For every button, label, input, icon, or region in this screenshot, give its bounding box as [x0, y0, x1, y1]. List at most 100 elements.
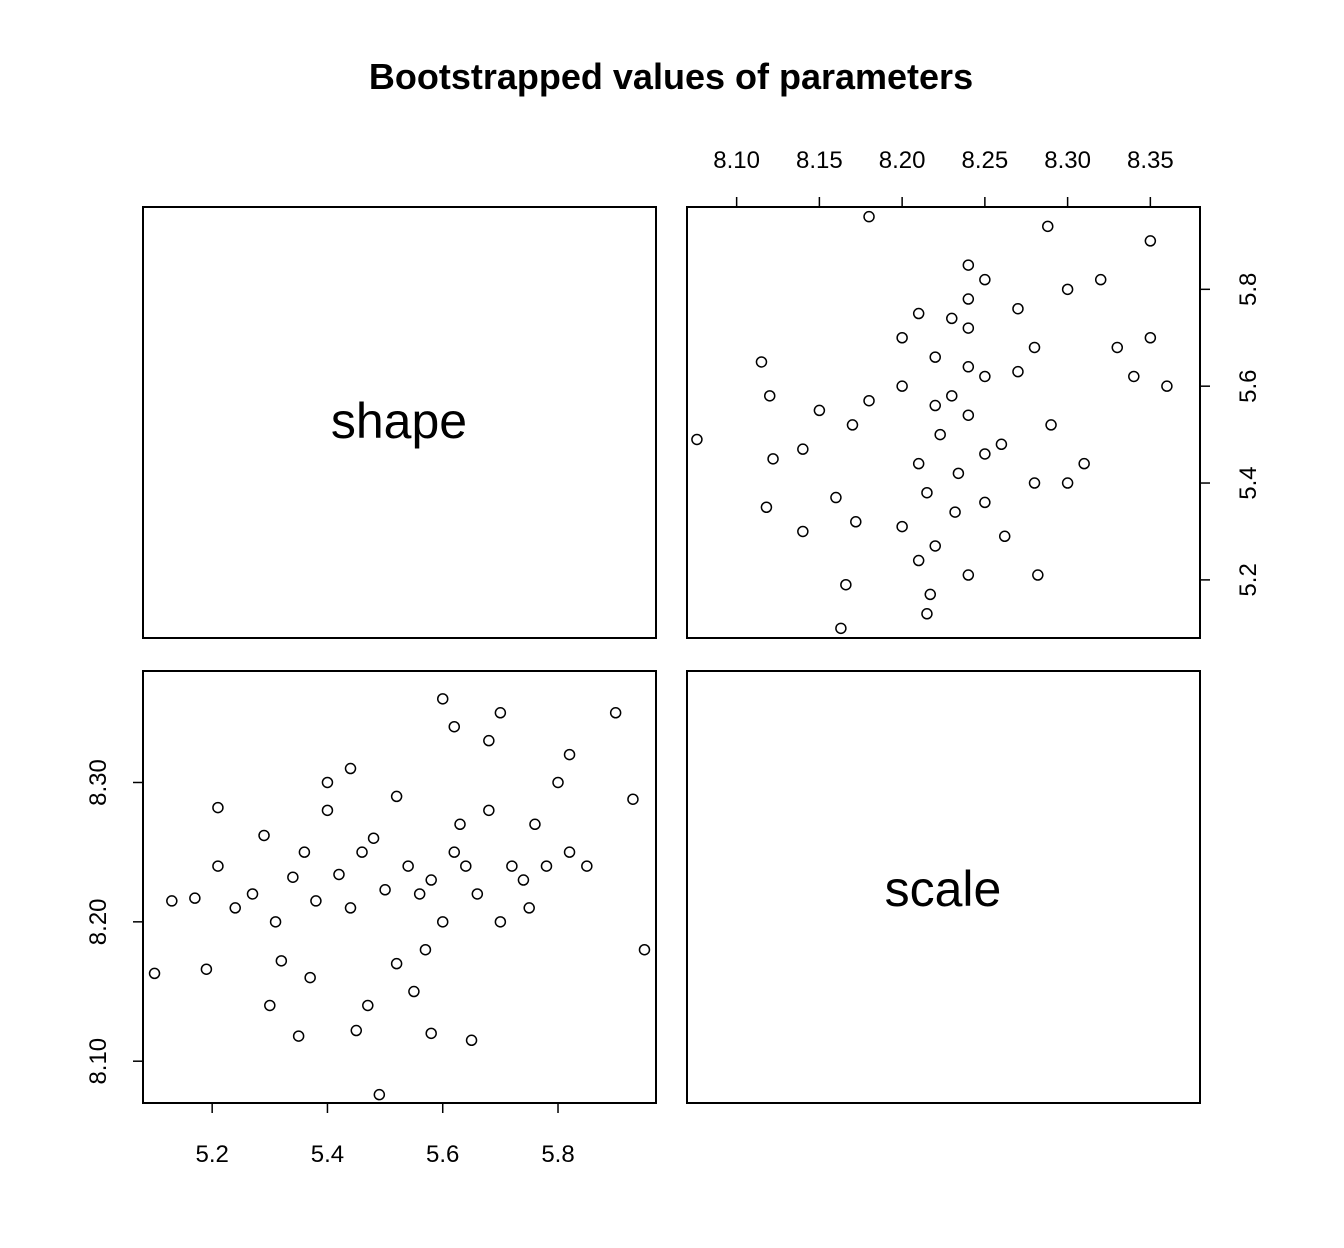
- scatter-point: [896, 332, 908, 344]
- scatter-point: [797, 525, 809, 538]
- panel-top-right: [686, 206, 1201, 639]
- scatter-point: [408, 985, 420, 998]
- scatter-point: [523, 902, 535, 914]
- scatter-point: [356, 846, 368, 858]
- scatter-point: [471, 888, 484, 900]
- scatter-point: [413, 888, 426, 900]
- scatter-point: [390, 957, 403, 970]
- scatter-point: [563, 846, 576, 858]
- right-axis-tick-label: 5.6: [1235, 369, 1262, 402]
- scatter-point: [962, 259, 975, 271]
- scatter-point: [962, 361, 975, 373]
- scatter-point: [1012, 302, 1024, 315]
- scatter-point: [344, 902, 357, 914]
- panel-top-left: [142, 206, 657, 639]
- bottom-axis-tick-label: 5.4: [311, 1141, 344, 1168]
- scatter-point: [212, 860, 224, 872]
- chart-title: Bootstrapped values of parameters: [369, 56, 973, 97]
- scatter-point: [189, 892, 201, 904]
- scatter-point: [609, 707, 622, 719]
- scatter-point: [946, 390, 958, 402]
- scatter-point: [840, 578, 852, 591]
- scatter-point: [921, 608, 933, 620]
- scatter-point: [517, 874, 530, 886]
- scatter-point: [760, 501, 773, 513]
- scatter-point: [148, 967, 161, 980]
- scatter-point: [373, 1088, 386, 1101]
- scatter-point: [448, 846, 461, 858]
- bottom-axis-tick-label: 5.6: [426, 1141, 459, 1168]
- scatter-point: [850, 516, 862, 528]
- scatter-point: [402, 860, 414, 872]
- scatter-point: [998, 530, 1011, 543]
- top-axis-ticks: 8.10 8.15 8.20 8.25 8.30 8.35: [713, 147, 1174, 207]
- scatter-point: [929, 351, 941, 363]
- top-axis-tick-label: 8.35: [1127, 147, 1174, 174]
- scatter-point: [460, 860, 472, 872]
- top-axis-tick-label: 8.20: [879, 147, 926, 174]
- scatter-point: [269, 916, 282, 928]
- scatter-point: [767, 453, 779, 465]
- scatter-point: [246, 888, 259, 900]
- upper-scatter-points: [691, 210, 1173, 635]
- scatter-point: [1042, 220, 1054, 233]
- scatter-point: [379, 884, 391, 896]
- scatter-point: [912, 307, 925, 320]
- left-axis-tick-label: 8.20: [85, 898, 112, 945]
- left-axis-ticks: 8.10 8.20 8.30: [85, 759, 143, 1085]
- scatter-point: [1128, 370, 1140, 383]
- scatter-point: [691, 433, 703, 446]
- scatter-point: [436, 693, 449, 705]
- scatter-point: [1028, 341, 1041, 354]
- right-axis-tick-label: 5.2: [1235, 563, 1262, 596]
- scatter-point: [540, 860, 553, 872]
- scatter-point: [1078, 457, 1090, 470]
- top-axis-tick-label: 8.30: [1044, 147, 1091, 174]
- scatter-point: [763, 390, 776, 402]
- scatter-point: [1144, 332, 1157, 344]
- scatter-point: [979, 448, 991, 460]
- scatter-point: [321, 804, 334, 817]
- scatter-point: [962, 409, 975, 421]
- scatter-point: [264, 999, 276, 1012]
- right-axis-tick-label: 5.4: [1235, 466, 1262, 499]
- scatter-point: [846, 419, 859, 431]
- scatter-point: [292, 1030, 305, 1042]
- left-axis-tick-label: 8.10: [85, 1038, 112, 1085]
- scatter-point: [425, 1027, 437, 1040]
- panel-bottom-left: [142, 670, 657, 1104]
- scatter-point: [979, 273, 991, 286]
- scatter-point: [1111, 341, 1124, 354]
- scatter-point: [304, 971, 316, 984]
- scatter-point: [552, 776, 564, 789]
- scatter-point: [949, 506, 961, 518]
- scatter-point: [1094, 273, 1107, 286]
- scatter-point: [1061, 283, 1074, 296]
- scatter-point: [350, 1024, 363, 1037]
- scatter-point: [483, 804, 495, 817]
- scatter-point: [494, 916, 507, 928]
- scatter-point: [1012, 365, 1024, 378]
- scatter-point: [1032, 569, 1044, 581]
- scatter-point: [298, 846, 311, 858]
- scatter-point: [1161, 380, 1173, 392]
- scatter-point: [934, 428, 946, 441]
- variable-label-shape: shape: [331, 393, 467, 449]
- scatter-point: [797, 443, 809, 455]
- scatter-point: [921, 486, 933, 499]
- bottom-axis-tick-label: 5.2: [195, 1141, 228, 1168]
- scatter-point: [310, 895, 322, 907]
- scatter-point: [436, 916, 449, 928]
- top-axis-tick-label: 8.25: [962, 147, 1009, 174]
- scatter-point: [483, 734, 495, 747]
- top-axis-tick-label: 8.15: [796, 147, 843, 174]
- scatter-point: [563, 748, 576, 761]
- scatter-point: [333, 868, 345, 881]
- scatter-point: [494, 707, 507, 719]
- scatter-point: [830, 491, 842, 504]
- scatter-point: [929, 540, 941, 552]
- scatter-point: [962, 569, 975, 581]
- scatter-point: [924, 588, 937, 601]
- scatter-point: [454, 818, 466, 831]
